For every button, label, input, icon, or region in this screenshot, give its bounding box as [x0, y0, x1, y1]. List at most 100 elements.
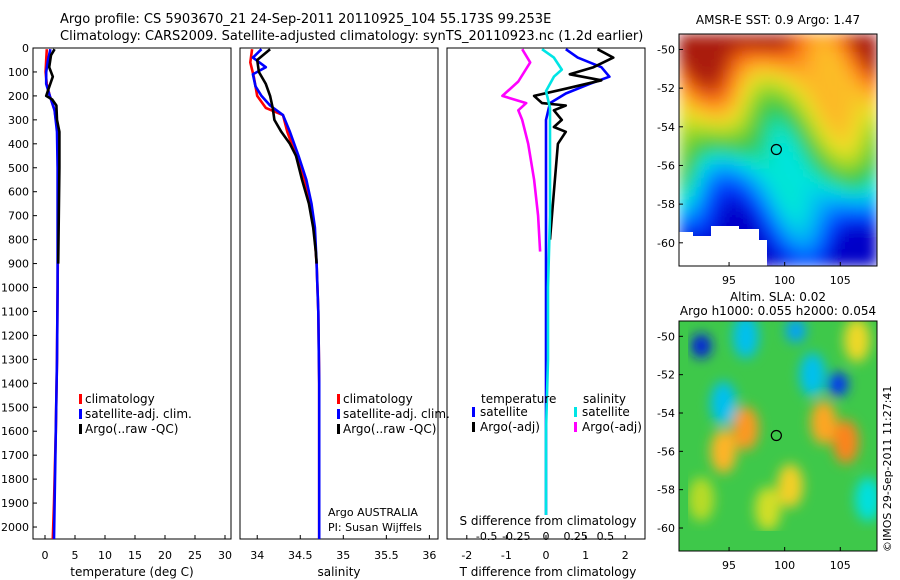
sst-cell — [724, 42, 734, 53]
sst-cell — [697, 230, 707, 240]
sst-cell — [778, 114, 788, 124]
sst-cell — [868, 114, 877, 124]
sst-cell — [760, 87, 770, 98]
sst-cell — [733, 42, 743, 53]
sst-map-title: AMSR-E SST: 0.9 Argo: 1.47 — [696, 13, 860, 27]
sst-cell — [778, 132, 788, 142]
sst-cell — [769, 230, 779, 240]
sla-eddy — [732, 406, 759, 451]
sst-cell — [778, 239, 788, 249]
sst-cell — [751, 123, 761, 133]
sla-heatmap — [688, 321, 877, 531]
sst-cell — [769, 167, 779, 178]
sst-cell — [706, 194, 716, 205]
sst-cell — [769, 221, 779, 231]
sst-cell — [868, 239, 877, 249]
sst-cell — [850, 150, 860, 160]
sst-cell — [778, 230, 788, 240]
no-data-mask — [739, 229, 759, 266]
sst-cell — [814, 158, 824, 169]
sst-cell — [760, 185, 770, 196]
sst-cell — [706, 185, 716, 196]
x-tick-label: 20 — [158, 549, 172, 562]
sst-cell — [859, 87, 869, 98]
legend-label: satellite — [480, 405, 528, 419]
sst-cell — [706, 158, 716, 169]
sst-cell — [751, 105, 761, 115]
sst-cell — [688, 114, 698, 124]
sst-map-panel: AMSR-E SST: 0.9 Argo: 1.47 95 100 105 -50 -5… — [657, 13, 878, 287]
sst-cell — [823, 105, 833, 115]
sst-cell — [841, 239, 851, 249]
sst-cell — [832, 78, 842, 89]
sst-cell — [715, 105, 725, 115]
x-tick-label: 15 — [128, 549, 142, 562]
legend-label: climatology — [85, 392, 155, 406]
sst-cell — [841, 60, 851, 71]
sla-map-axes: 95 100 105 -50 -52 -54 -56 -58 -60 — [657, 330, 851, 572]
sst-cell — [814, 60, 824, 71]
sst-cell — [679, 69, 689, 80]
sst-cell — [832, 51, 842, 62]
argo-float-marker — [770, 429, 782, 442]
sst-cell — [760, 123, 770, 133]
sst-cell — [697, 194, 707, 205]
sst-cell — [805, 185, 815, 196]
sla-map-title-line1: Altim. SLA: 0.02 — [730, 290, 826, 304]
sst-cell — [715, 78, 725, 89]
sst-cell — [769, 96, 779, 106]
sst-cell — [751, 150, 761, 160]
sst-cell — [805, 69, 815, 80]
sst-cell — [850, 194, 860, 205]
sst-cell — [715, 212, 725, 222]
sst-cell — [868, 51, 877, 62]
sst-cell — [859, 123, 869, 133]
sst-cell — [850, 51, 860, 62]
sst-cell — [733, 34, 743, 44]
sst-cell — [715, 96, 725, 106]
sst-cell — [679, 212, 689, 222]
sst-cell — [841, 176, 851, 187]
sla-eddy — [754, 486, 781, 531]
sst-cell — [733, 141, 743, 151]
sst-cell — [814, 42, 824, 53]
series-line — [44, 48, 61, 264]
depth-tick-label: 300 — [8, 114, 29, 127]
sst-cell — [706, 60, 716, 71]
sst-cell — [715, 114, 725, 124]
lat-tick-label: -58 — [657, 198, 675, 211]
sst-cell — [697, 167, 707, 178]
sst-cell — [832, 257, 842, 266]
sst-cell — [679, 34, 689, 44]
sst-cell — [688, 105, 698, 115]
series-line — [501, 48, 542, 252]
sst-cell — [679, 42, 689, 53]
sst-cell — [760, 114, 770, 124]
sst-cell — [832, 69, 842, 80]
sst-cell — [796, 105, 806, 115]
sst-cell — [805, 212, 815, 222]
sst-cell — [823, 132, 833, 142]
sst-cell — [796, 60, 806, 71]
sst-cell — [724, 158, 734, 169]
sst-cell — [760, 230, 770, 240]
sst-cell — [814, 212, 824, 222]
sla-eddy — [785, 321, 806, 343]
sst-cell — [787, 78, 797, 89]
sst-cell — [742, 176, 752, 187]
sst-cell — [715, 158, 725, 169]
sst-cell — [724, 141, 734, 151]
sst-cell — [679, 185, 689, 196]
sst-cell — [805, 105, 815, 115]
sst-cell — [769, 158, 779, 169]
sst-cell — [841, 105, 851, 115]
sst-cell — [733, 105, 743, 115]
sst-cell — [778, 257, 788, 266]
sst-cell — [832, 221, 842, 231]
sst-cell — [733, 69, 743, 80]
sst-cell — [787, 150, 797, 160]
sst-cell — [724, 87, 734, 98]
sst-cell — [850, 105, 860, 115]
sst-cell — [679, 105, 689, 115]
legend-swatch — [337, 409, 340, 419]
